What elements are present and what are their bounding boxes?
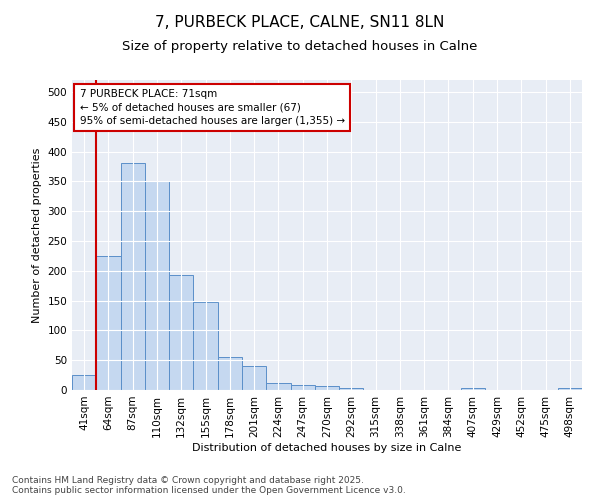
Bar <box>242 366 266 390</box>
Text: Contains HM Land Registry data © Crown copyright and database right 2025.
Contai: Contains HM Land Registry data © Crown c… <box>12 476 406 495</box>
Bar <box>193 302 218 390</box>
Bar <box>315 386 339 390</box>
Text: Size of property relative to detached houses in Calne: Size of property relative to detached ho… <box>122 40 478 53</box>
Bar <box>72 375 96 390</box>
Bar <box>121 164 145 390</box>
X-axis label: Distribution of detached houses by size in Calne: Distribution of detached houses by size … <box>193 442 461 452</box>
Text: 7, PURBECK PLACE, CALNE, SN11 8LN: 7, PURBECK PLACE, CALNE, SN11 8LN <box>155 15 445 30</box>
Text: 7 PURBECK PLACE: 71sqm
← 5% of detached houses are smaller (67)
95% of semi-deta: 7 PURBECK PLACE: 71sqm ← 5% of detached … <box>80 90 345 126</box>
Bar <box>218 356 242 390</box>
Bar <box>266 383 290 390</box>
Bar <box>169 275 193 390</box>
Bar <box>339 388 364 390</box>
Bar <box>96 256 121 390</box>
Bar <box>461 388 485 390</box>
Y-axis label: Number of detached properties: Number of detached properties <box>32 148 42 322</box>
Bar <box>558 388 582 390</box>
Bar <box>290 384 315 390</box>
Bar <box>145 182 169 390</box>
